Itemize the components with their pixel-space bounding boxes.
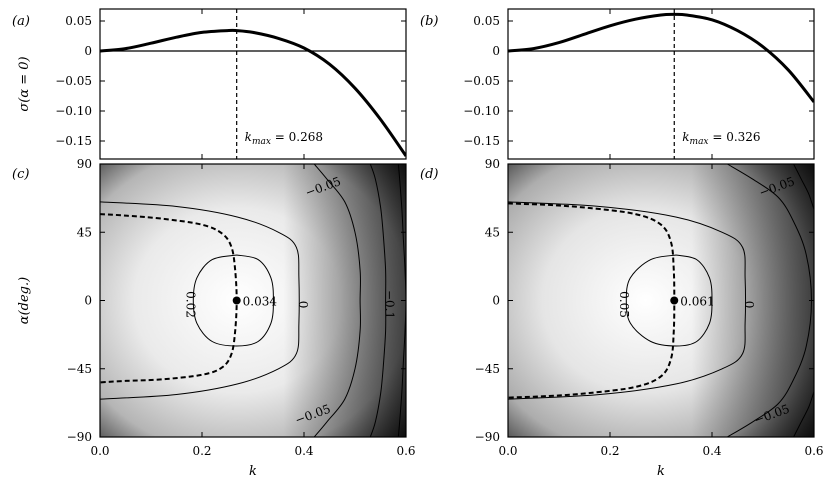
contour-line [793, 391, 814, 437]
y-tick-label: −0.05 [55, 74, 92, 88]
y-tick-label: −0.15 [55, 134, 92, 148]
y-tick-label: 90 [77, 157, 92, 171]
panel-c-label: (c) [12, 167, 29, 182]
contour-line [369, 164, 387, 437]
sigma-curve [508, 12, 814, 103]
x-tick-label: 0.4 [294, 444, 313, 458]
max-point [232, 296, 241, 305]
y-tick-label: −0.15 [463, 134, 500, 148]
y-tick-label: 90 [485, 157, 500, 171]
x-tick-label: 0.0 [498, 444, 517, 458]
kmax-label: kmax = 0.326 [682, 130, 760, 147]
x-axis-label: k [657, 464, 665, 479]
contour-line [397, 164, 406, 437]
y-tick-label: 0 [84, 294, 92, 308]
y-tick-label: 45 [485, 225, 500, 239]
contour-line [313, 164, 361, 437]
y-tick-label: −90 [475, 430, 500, 444]
panel-a-frame [99, 8, 407, 160]
contour-label: 0 [296, 301, 310, 309]
contour-label: 0.05 [617, 291, 631, 318]
panel-a-plot: 0.05 0 −0.05 −0.10 −0.15 kmax = 0.268 σ(α = 0) [17, 9, 407, 159]
y-tick-label: −0.10 [55, 104, 92, 118]
contour-line [625, 254, 713, 347]
y-tick-label: −0.10 [463, 104, 500, 118]
max-point-label: 0.061 [680, 295, 714, 309]
x-axis-label: k [249, 464, 257, 479]
panel-c-heatmap [100, 164, 406, 437]
contour-line [793, 164, 814, 210]
y-tick-label: 0.05 [473, 14, 500, 28]
panel-b-label: (b) [420, 14, 438, 29]
panel-d: (d) 0.061 00.05−0.05−0.050.0 0.2 0.4 0.69045… [420, 157, 824, 479]
panel-d-edge-shade [508, 164, 814, 437]
panel-b-plot: 0.05 0 −0.05 −0.10 −0.15 kmax = 0.326 [463, 9, 815, 159]
y-tick-label: −0.05 [463, 74, 500, 88]
y-tick-label: −45 [475, 362, 500, 376]
max-point [670, 296, 679, 305]
x-tick-label: 0.2 [192, 444, 211, 458]
y-tick-label: 0.05 [65, 14, 92, 28]
max-point-label: 0.034 [243, 295, 278, 309]
x-tick-label: 0.0 [90, 444, 109, 458]
contour-line [192, 254, 274, 347]
contour-line [508, 201, 746, 400]
y-axis-label: α(deg.) [17, 277, 32, 324]
y-tick-label: 0 [492, 44, 500, 58]
panel-c: (c) 0.034 00.02−0.05−0.05−0.10.0 0.2 0.4 0.6… [12, 157, 416, 479]
sigma-curve [100, 28, 406, 157]
panel-b-frame [507, 8, 815, 160]
x-tick-label: 0.2 [600, 444, 619, 458]
panel-a-label: (a) [12, 14, 30, 29]
x-tick-label: 0.6 [396, 444, 415, 458]
y-tick-label: 0 [84, 44, 92, 58]
y-tick-label: −45 [67, 362, 92, 376]
contour-label: −0.1 [383, 290, 397, 319]
panel-b-clip [508, 9, 814, 159]
panel-d-label: (d) [420, 167, 438, 182]
x-tick-label: 0.6 [804, 444, 823, 458]
panel-b: (b) 0.05 0 −0.05 −0.10 −0.15 kmax = 0.326 [420, 8, 815, 160]
y-tick-label: 45 [77, 225, 92, 239]
y-axis-label: σ(α = 0) [17, 56, 32, 111]
panel-a: (a) 0.05 0 −0.05 −0.10 −0.15 kmax = 0.268 σ(α … [12, 8, 407, 160]
panel-a-clip [100, 9, 406, 159]
contour-label: 0.02 [184, 291, 198, 318]
contour-line [100, 201, 300, 400]
panel-c-edge-shade [100, 164, 406, 437]
x-tick-label: 0.4 [702, 444, 721, 458]
panel-c-frame [99, 163, 407, 438]
kmax-label: kmax = 0.268 [245, 130, 323, 147]
panel-d-frame [507, 163, 815, 438]
panel-d-heatmap [508, 164, 814, 437]
y-tick-label: −90 [67, 430, 92, 444]
contour-label: 0 [742, 301, 756, 309]
y-tick-label: 0 [492, 294, 500, 308]
